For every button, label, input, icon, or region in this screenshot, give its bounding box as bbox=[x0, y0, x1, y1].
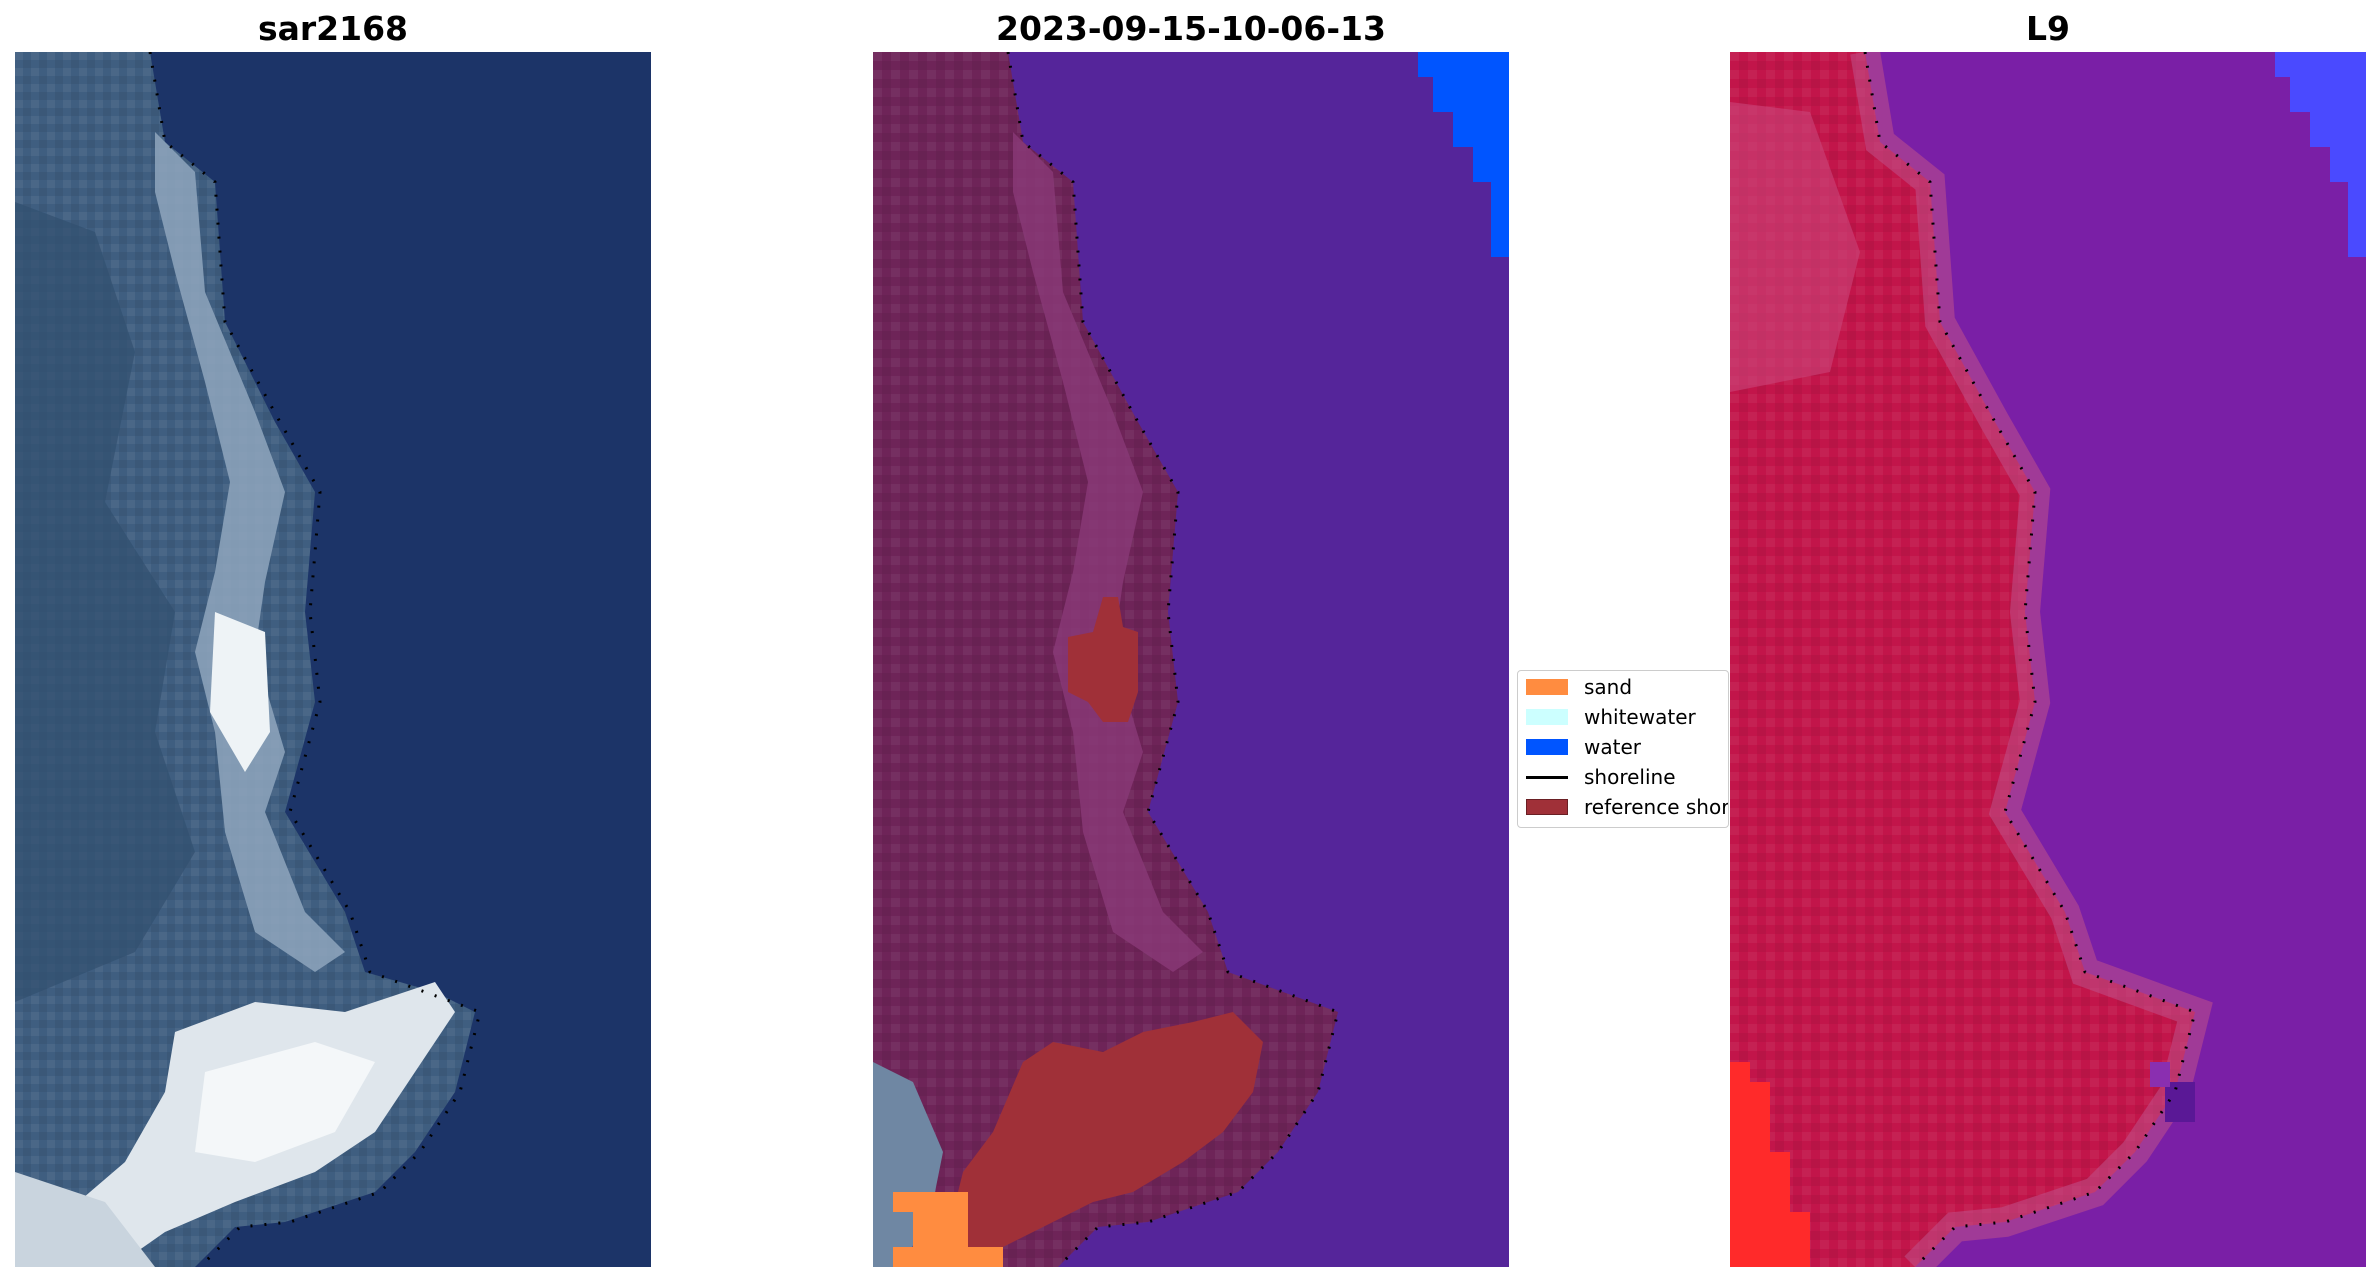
legend-item-whitewater: whitewater bbox=[1526, 703, 1696, 731]
legend-label: whitewater bbox=[1584, 705, 1696, 729]
legend-label: reference shoreline bbox=[1584, 795, 1729, 819]
legend-label: shoreline bbox=[1584, 765, 1676, 789]
index-image bbox=[1730, 52, 2366, 1267]
panel-title-classified: 2023-09-15-10-06-13 bbox=[996, 9, 1386, 48]
water-swatch bbox=[1526, 739, 1568, 755]
panel-title-mndwi: L9 bbox=[2026, 9, 2070, 48]
legend-label: sand bbox=[1584, 675, 1633, 699]
legend: sand whitewater water shoreline referenc… bbox=[1517, 670, 1729, 828]
legend-item-shoreline: shoreline bbox=[1526, 763, 1676, 791]
rgb-image bbox=[15, 52, 651, 1267]
reference-shoreline-swatch bbox=[1526, 799, 1568, 815]
whitewater-swatch bbox=[1526, 709, 1568, 725]
legend-item-reference-shoreline: reference shoreline bbox=[1526, 793, 1729, 821]
rgb-image-panel bbox=[15, 52, 651, 1267]
legend-item-water: water bbox=[1526, 733, 1641, 761]
panel-title-rgb: sar2168 bbox=[257, 9, 409, 48]
sand-swatch bbox=[1526, 679, 1568, 695]
legend-label: water bbox=[1584, 735, 1641, 759]
classified-image-panel bbox=[873, 52, 1509, 1267]
shoreline-swatch bbox=[1526, 775, 1568, 779]
classified-image bbox=[873, 52, 1509, 1267]
index-image-panel bbox=[1730, 52, 2366, 1267]
legend-item-sand: sand bbox=[1526, 673, 1632, 701]
